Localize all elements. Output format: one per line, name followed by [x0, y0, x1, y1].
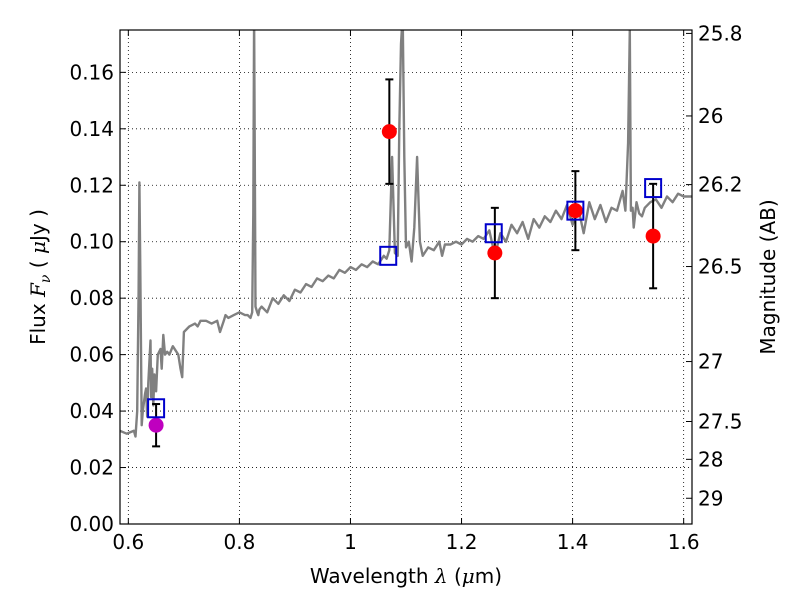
y-tick-label: 0.00: [69, 512, 114, 536]
model-point: [379, 245, 398, 266]
y-tick-label: 0.08: [69, 286, 114, 310]
y-axis-label: Flux Fν ( μJy ): [26, 209, 54, 345]
y2-tick-label: 29: [698, 486, 723, 510]
y2-tick-label: 28: [698, 447, 723, 471]
y-tick-label: 0.12: [69, 173, 114, 197]
y2-tick-label: 26: [698, 104, 723, 128]
x-tick-label: 0.6: [112, 530, 144, 554]
y2-tick-label: 25.8: [698, 21, 743, 45]
x-tick-label: 1.6: [668, 530, 700, 554]
y-tick-label: 0.06: [69, 343, 114, 367]
y-tick-label: 0.14: [69, 117, 114, 141]
model-point: [566, 200, 585, 221]
y2-tick-label: 27: [698, 350, 723, 374]
y2-tick-label: 26.2: [698, 173, 743, 197]
observed-point: [148, 417, 164, 433]
axis-ticks: [120, 30, 692, 525]
plot-frame: [119, 29, 693, 525]
y-tick-labels: 0.00 0.02 0.04 0.06 0.08 0.10 0.12 0.14 0.16: [69, 60, 114, 536]
observed-point: [567, 203, 583, 219]
model-point: [147, 398, 166, 419]
model-point: [644, 178, 663, 199]
y2-tick-label: 26.5: [698, 255, 743, 279]
spectrum-layer: [120, 30, 692, 438]
observed-point: [487, 245, 503, 261]
x-axis-label: Wavelength λ (μm): [310, 564, 502, 588]
observed-points: [148, 124, 661, 433]
observed-point: [381, 124, 397, 140]
observed-point: [645, 228, 661, 244]
y-tick-label: 0.04: [69, 399, 114, 423]
x-tick-label: 1: [344, 530, 357, 554]
x-tick-label: 0.8: [223, 530, 255, 554]
y-tick-label: 0.16: [69, 60, 114, 84]
x-tick-labels: 0.6 0.8 1 1.2 1.4 1.6: [112, 530, 699, 554]
y2-axis-label: Magnitude (AB): [756, 199, 780, 354]
model-point: [484, 223, 503, 244]
x-tick-label: 1.4: [557, 530, 589, 554]
y2-tick-labels: 25.8 26 26.2 26.5 27 27.5 28 29: [698, 21, 743, 510]
y2-tick-label: 27.5: [698, 410, 743, 434]
y-tick-label: 0.10: [69, 230, 114, 254]
x-tick-label: 1.2: [446, 530, 478, 554]
model-points: [147, 178, 663, 419]
spectrum-line: [120, 30, 692, 438]
y-tick-label: 0.02: [69, 456, 114, 480]
plot-background: [120, 30, 692, 524]
